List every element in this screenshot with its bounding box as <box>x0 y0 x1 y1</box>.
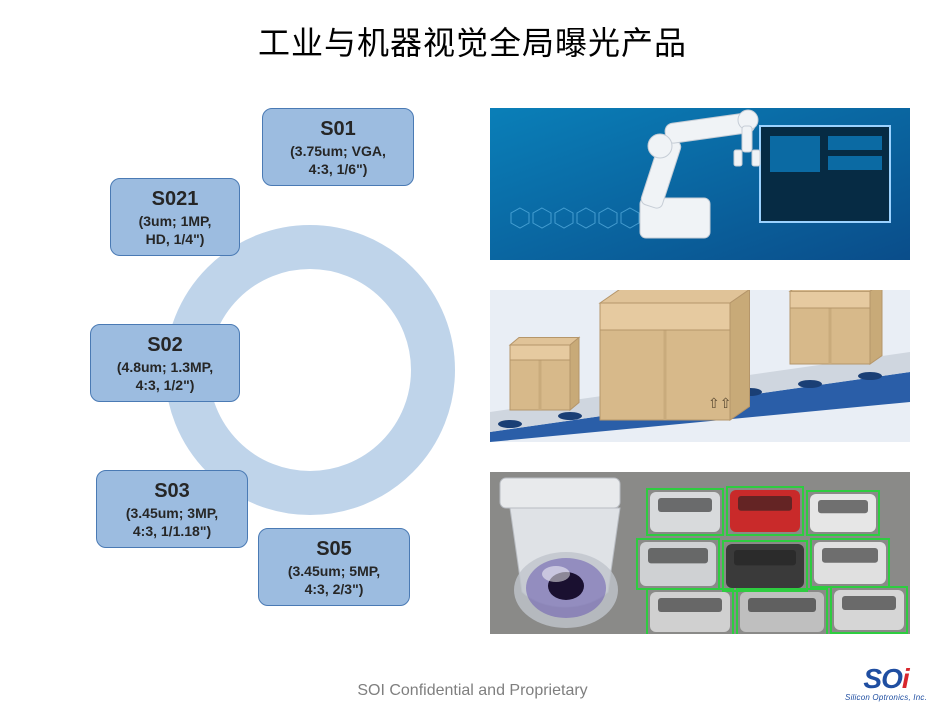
node-spec-line2: 4:3, 1/6") <box>309 160 368 178</box>
node-spec-line1: (3.45um; 5MP, <box>288 562 380 580</box>
node-title: S01 <box>320 116 356 142</box>
svg-text:⇧⇧: ⇧⇧ <box>708 395 731 411</box>
node-spec-line2: 4:3, 1/2") <box>136 376 195 394</box>
node-spec-line1: (3.75um; VGA, <box>290 142 386 160</box>
product-node-s03: S03(3.45um; 3MP,4:3, 1/1.18") <box>96 470 248 548</box>
product-node-s01: S01(3.75um; VGA,4:3, 1/6") <box>262 108 414 186</box>
illustration-conveyor-boxes: ⇧⇧ <box>490 290 910 442</box>
product-node-s021: S021(3um; 1MP,HD, 1/4") <box>110 178 240 256</box>
node-title: S05 <box>316 536 352 562</box>
node-title: S02 <box>147 332 183 358</box>
product-node-s05: S05(3.45um; 5MP,4:3, 2/3") <box>258 528 410 606</box>
node-spec-line2: 4:3, 2/3") <box>305 580 364 598</box>
logo-dot: i <box>902 663 909 694</box>
node-spec-line1: (3um; 1MP, <box>139 212 212 230</box>
logo-text: SO <box>863 663 901 694</box>
illustration-robot-arm <box>490 108 910 260</box>
node-spec-line1: (3.45um; 3MP, <box>126 504 218 522</box>
node-title: S03 <box>154 478 190 504</box>
logo-subtext: Silicon Optronics, Inc. <box>845 693 927 702</box>
illustration-traffic-camera <box>490 472 910 634</box>
footer-text: SOI Confidential and Proprietary <box>0 682 945 700</box>
node-spec-line2: 4:3, 1/1.18") <box>133 522 211 540</box>
page-title: 工业与机器视觉全局曝光产品 <box>0 18 945 64</box>
node-spec-line2: HD, 1/4") <box>146 230 205 248</box>
node-title: S021 <box>152 186 199 212</box>
node-spec-line1: (4.8um; 1.3MP, <box>117 358 213 376</box>
product-node-s02: S02(4.8um; 1.3MP,4:3, 1/2") <box>90 324 240 402</box>
company-logo: SOi Silicon Optronics, Inc. <box>845 665 927 702</box>
